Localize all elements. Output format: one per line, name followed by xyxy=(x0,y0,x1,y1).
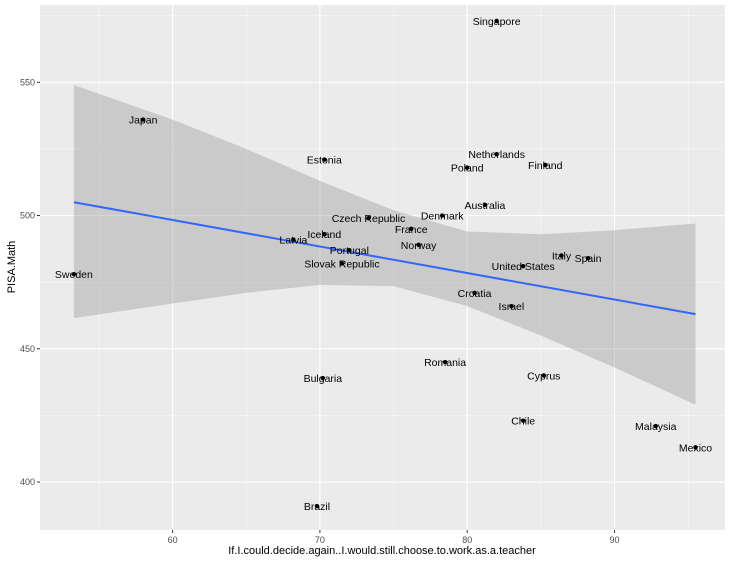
data-point-israel xyxy=(509,303,514,309)
data-point-latvia xyxy=(291,237,296,242)
data-point-czech-republic xyxy=(366,215,371,221)
data-point-france xyxy=(409,226,414,232)
data-point-estonia xyxy=(322,157,327,162)
point-label-sweden: Sweden xyxy=(55,269,93,281)
x-axis-title: If.I.could.decide.again..I.would.still.c… xyxy=(228,545,536,557)
x-tick-label: 70 xyxy=(315,535,325,545)
point-label-chile: Chile xyxy=(511,416,535,428)
data-point-netherlands xyxy=(494,152,499,157)
point-label-united-states: United States xyxy=(492,261,555,273)
data-point-croatia xyxy=(472,290,477,296)
point-label-israel: Israel xyxy=(499,301,525,313)
point-label-italy: Italy xyxy=(552,251,572,263)
data-point-denmark xyxy=(439,213,445,218)
point-label-romania: Romania xyxy=(424,357,466,369)
data-point-bulgaria xyxy=(320,375,326,381)
data-point-slovak-republic xyxy=(339,261,345,266)
data-point-singapore xyxy=(494,18,499,24)
point-label-brazil: Brazil xyxy=(304,501,330,513)
point-label-malaysia: Malaysia xyxy=(635,421,677,433)
point-label-norway: Norway xyxy=(401,240,437,252)
point-label-spain: Spain xyxy=(575,253,602,265)
regression-line xyxy=(73,201,696,316)
plot-panel xyxy=(40,5,725,530)
data-point-norway xyxy=(416,242,421,248)
point-label-japan: Japan xyxy=(129,115,158,127)
point-label-poland: Poland xyxy=(451,163,484,175)
data-point-mexico xyxy=(693,445,698,450)
y-tick-label: 500 xyxy=(20,211,35,221)
point-label-croatia: Croatia xyxy=(458,288,492,300)
data-point-italy xyxy=(559,253,564,258)
point-label-czech-republic: Czech Republic xyxy=(332,213,406,225)
point-label-finland: Finland xyxy=(528,160,563,172)
point-label-bulgaria: Bulgaria xyxy=(304,373,343,385)
data-point-sweden xyxy=(71,271,77,277)
data-point-brazil xyxy=(314,503,320,509)
data-point-romania xyxy=(442,359,448,365)
point-label-australia: Australia xyxy=(464,200,505,212)
x-tick-label: 60 xyxy=(168,535,178,545)
data-point-finland xyxy=(543,162,548,168)
point-label-singapore: Singapore xyxy=(473,16,521,28)
point-label-netherlands: Netherlands xyxy=(468,149,525,161)
x-tick-label: 80 xyxy=(462,535,472,545)
point-label-france: France xyxy=(395,224,428,236)
point-label-estonia: Estonia xyxy=(307,155,342,167)
data-point-chile xyxy=(520,418,526,423)
y-tick-label: 450 xyxy=(20,344,35,354)
data-point-portugal xyxy=(347,247,352,253)
point-labels: Singapore Japan Estonia Netherlands Poland Fi… xyxy=(55,16,712,513)
point-label-latvia: Latvia xyxy=(279,235,307,247)
data-points xyxy=(71,18,698,509)
x-tick-label: 90 xyxy=(610,535,620,545)
data-point-united-states xyxy=(520,263,526,269)
data-point-iceland xyxy=(322,231,327,237)
x-axis-ticks: 60 70 80 90 xyxy=(168,530,620,545)
point-label-iceland: Iceland xyxy=(307,229,341,241)
data-point-malaysia xyxy=(653,423,658,429)
minor-gridlines xyxy=(40,5,725,530)
y-axis-title: PISA.Math xyxy=(6,241,18,294)
y-axis-ticks: 400 450 500 550 xyxy=(20,77,40,487)
data-point-spain xyxy=(585,255,591,261)
point-label-cyprus: Cyprus xyxy=(527,370,560,382)
major-gridlines xyxy=(40,5,725,530)
point-label-portugal: Portugal xyxy=(330,245,369,257)
data-point-cyprus xyxy=(541,373,547,378)
confidence-band xyxy=(73,84,696,405)
data-point-japan xyxy=(140,117,146,122)
data-point-poland xyxy=(465,165,470,170)
point-label-mexico: Mexico xyxy=(679,442,712,454)
y-tick-label: 400 xyxy=(20,477,35,487)
point-label-denmark: Denmark xyxy=(421,211,464,223)
point-label-slovak-republic: Slovak Republic xyxy=(304,259,379,271)
data-point-australia xyxy=(482,202,488,208)
y-tick-label: 550 xyxy=(20,77,35,87)
